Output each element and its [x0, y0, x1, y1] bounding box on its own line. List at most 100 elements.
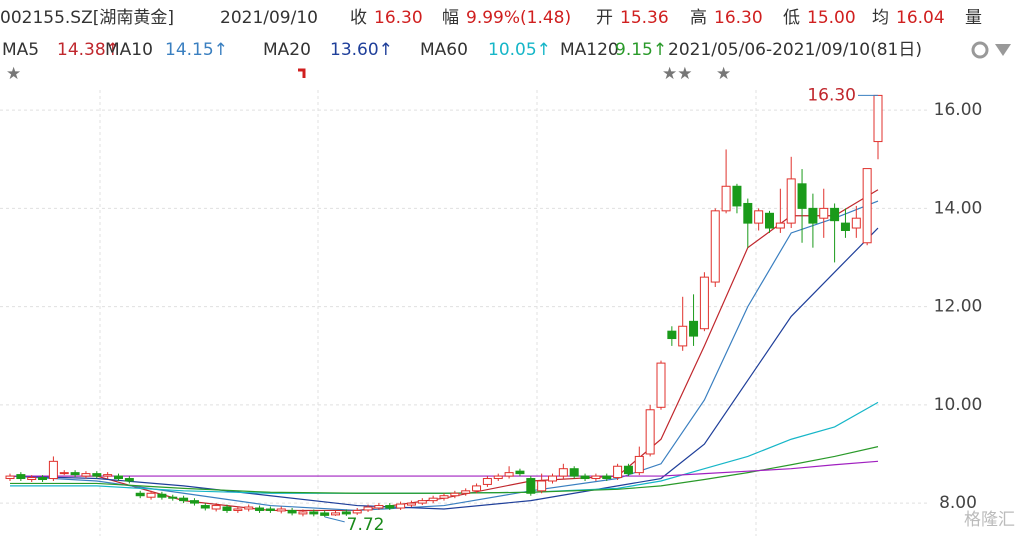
- value: 16.30: [714, 8, 763, 28]
- candle-body: [38, 477, 48, 481]
- candle-body: [363, 506, 373, 511]
- candle-body: [808, 207, 818, 224]
- candle-body: [417, 500, 427, 504]
- candle-body: [5, 475, 15, 480]
- candle-body: [157, 493, 167, 498]
- candle-body: [537, 480, 547, 492]
- legend-value: 13.60↑: [330, 40, 393, 60]
- candle-body: [602, 475, 612, 480]
- ma-line: [9, 200, 879, 512]
- dropdown-icon[interactable]: [995, 44, 1011, 56]
- candle-body: [352, 509, 362, 514]
- ma-line: [10, 446, 879, 494]
- candle-body: [743, 202, 753, 224]
- legend-value: 14.15↑: [165, 40, 228, 60]
- label: 低: [783, 8, 800, 28]
- candle-body: [396, 503, 406, 509]
- ma-line: [10, 401, 879, 494]
- candle-body: [92, 473, 102, 477]
- candle-body: [461, 490, 471, 494]
- candle-body: [558, 468, 568, 477]
- label: 高: [690, 8, 707, 28]
- candle-body: [613, 465, 623, 479]
- label: 量: [965, 8, 982, 28]
- candle-body: [504, 472, 514, 477]
- candle-body: [70, 472, 80, 476]
- y-tick-label: 8.00: [939, 493, 977, 513]
- candle-body: [211, 505, 221, 510]
- candle-body: [634, 455, 644, 474]
- ma-line: [10, 460, 879, 477]
- min-label: 7.72: [347, 515, 385, 535]
- candle-body: [406, 502, 416, 506]
- y-tick-label: 12.00: [934, 297, 983, 317]
- value: 15.36: [620, 8, 669, 28]
- max-label: 16.30: [807, 85, 856, 105]
- candle-body: [59, 472, 69, 475]
- candle-body: [48, 460, 58, 480]
- candle-body: [862, 168, 872, 244]
- candle-body: [439, 495, 449, 499]
- candle-body: [146, 492, 156, 498]
- candle-body: [298, 511, 308, 515]
- candle-body: [526, 478, 536, 494]
- candle-body: [189, 500, 199, 504]
- candle-body: [754, 210, 764, 224]
- candle-body: [786, 178, 796, 224]
- candle-body: [819, 207, 829, 219]
- label: 开: [596, 8, 613, 28]
- date-range: 2021/05/06-2021/09/10(81日): [668, 40, 922, 60]
- candle-body: [233, 508, 243, 511]
- legend-name: MA60: [420, 40, 468, 60]
- candle-body: [135, 492, 145, 497]
- candle-body: [374, 505, 384, 509]
- candle-body: [27, 477, 37, 481]
- value: 16.04: [896, 8, 945, 28]
- candle-body: [287, 509, 297, 514]
- candle-body: [179, 497, 189, 502]
- candle-body: [114, 475, 123, 480]
- candle-body: [591, 475, 601, 480]
- candle-body: [645, 409, 655, 455]
- candle-body: [710, 210, 720, 283]
- value: 9.99%(1.48): [466, 8, 571, 28]
- candle-body: [472, 485, 482, 492]
- candle-body: [656, 362, 666, 408]
- candle-body: [721, 185, 731, 212]
- candle-body: [341, 511, 351, 515]
- label: 幅: [442, 8, 459, 28]
- settings-icon[interactable]: [971, 41, 989, 59]
- candle-body: [569, 468, 579, 477]
- candle-body: [331, 512, 340, 516]
- candle-body: [320, 512, 330, 516]
- legend-name: MA10: [105, 40, 153, 60]
- candle-body: [797, 183, 807, 209]
- candle-body: [548, 475, 557, 482]
- candle-body: [222, 506, 232, 511]
- candle-body: [428, 497, 438, 502]
- candle-body: [81, 473, 91, 477]
- candle-body: [200, 505, 210, 509]
- candle-body: [830, 207, 840, 222]
- marker: [298, 68, 306, 78]
- star: ★★: [662, 64, 692, 84]
- date: 2021/09/10: [220, 8, 318, 28]
- candle-body: [276, 508, 286, 512]
- candle-body: [515, 470, 525, 475]
- star: ★: [716, 64, 731, 84]
- y-tick-label: 10.00: [934, 395, 983, 415]
- watermark: 格隆汇: [964, 510, 1015, 530]
- candle-body: [840, 222, 850, 231]
- candle-body: [482, 478, 492, 485]
- legend-value: 10.05↑: [488, 40, 551, 60]
- candle-body: [765, 212, 774, 229]
- y-tick-label: 16.00: [934, 100, 983, 120]
- value: 16.30: [374, 8, 423, 28]
- candle-body: [667, 330, 677, 340]
- candle-body: [385, 505, 395, 509]
- legend-value: 14.38↑: [57, 40, 120, 60]
- candle-body: [450, 492, 460, 497]
- min-pointer: [324, 516, 345, 523]
- legend-name: MA20: [263, 40, 311, 60]
